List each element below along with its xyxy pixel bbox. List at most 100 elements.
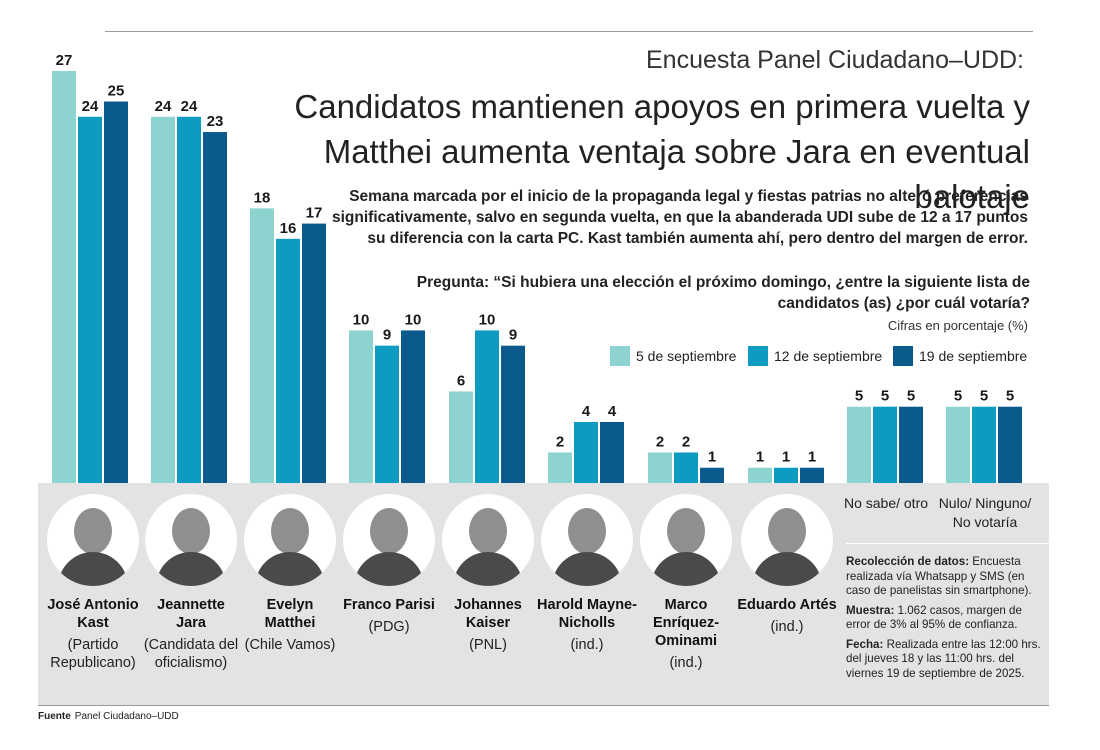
bar-value-label: 27 [56, 52, 73, 69]
candidate-enriquez-ominami: Marco Enríquez-Ominami (ind.) [636, 494, 736, 672]
bar-9-series-2 [873, 406, 897, 483]
bar-value-label: 5 [980, 388, 988, 405]
candidate-party: (ind.) [770, 619, 804, 635]
candidate-party: (ind.) [570, 637, 604, 653]
bar-value-label: 5 [1006, 388, 1014, 405]
bar-9-series-3 [899, 406, 923, 483]
bar-value-label: 24 [181, 98, 198, 115]
bar-value-label: 18 [254, 189, 271, 206]
bar-8-series-3 [800, 467, 824, 483]
other-label-nulo: Nulo/ Ninguno/ No votaría [938, 495, 1032, 530]
source-line: Fuente Panel Ciudadano–UDD [38, 711, 179, 722]
bar-4-series-3 [401, 330, 425, 483]
candidate-matthei: Evelyn Matthei (Chile Vamos) [240, 494, 340, 654]
candidate-photo-icon [244, 494, 336, 586]
note-date: Fecha: Realizada entre las 12:00 hrs. de… [846, 638, 1046, 682]
bar-9-series-1 [847, 406, 871, 483]
candidate-name: José Antonio Kast [47, 597, 139, 631]
candidate-party: (PDG) [368, 619, 410, 635]
bar-1-series-3 [104, 101, 128, 483]
bar-1-series-1 [52, 71, 76, 483]
bar-value-label: 10 [405, 311, 422, 328]
bar-7-series-2 [674, 452, 698, 483]
bar-value-label: 24 [155, 98, 172, 115]
legend-label-series-2: 12 de septiembre [774, 348, 883, 364]
candidate-parisi: Franco Parisi (PDG) [339, 494, 439, 636]
legend-swatch-series-3 [893, 346, 913, 366]
chart-subtitle: Semana marcada por el inicio de la propa… [332, 188, 1028, 247]
bar-value-label: 10 [353, 311, 370, 328]
bar-1-series-2 [78, 116, 102, 483]
bar-value-label: 5 [907, 388, 915, 405]
bar-value-label: 9 [383, 327, 391, 344]
bar-value-label: 1 [782, 449, 790, 466]
note-sample-text: 1.062 casos, margen de error de 3% al 95… [846, 603, 1022, 632]
note-collection-text: Encuesta realizada vía Whatsapp y SMS (e… [846, 555, 1032, 597]
bar-3-series-2 [276, 238, 300, 483]
note-sample: Muestra: 1.062 casos, margen de error de… [846, 604, 1046, 633]
bar-value-label: 5 [881, 388, 889, 405]
units-label: Cifras en porcentaje (%) [887, 318, 1028, 333]
bar-chart: 27 24 18 10 6 2 2 1 5 5 24 24 16 9 10 4 2 1 5 5 25 23 17 10 9 4 1 1… [52, 52, 1022, 483]
other-label-no-sabe: No sabe/ otro [843, 495, 929, 511]
bar-4-series-2 [375, 345, 399, 483]
bar-10-series-1 [946, 406, 970, 483]
bar-value-label: 1 [756, 449, 764, 466]
candidate-name: Marco Enríquez-Ominami [652, 597, 720, 649]
candidate-name: Jeannette Jara [157, 597, 225, 631]
bar-value-label: 25 [108, 83, 125, 100]
bar-value-label: 10 [479, 311, 496, 328]
bar-value-label: 17 [306, 205, 323, 222]
note-date-label: Fecha: [846, 637, 884, 651]
candidate-name: Johannes Kaiser [454, 597, 522, 631]
candidate-name: Eduardo Artés [737, 597, 837, 613]
bar-value-label: 1 [708, 449, 716, 466]
legend-swatch-series-2 [748, 346, 768, 366]
candidate-photo-icon [343, 494, 435, 586]
candidate-jara: Jeannette Jara (Candidata del oficialism… [141, 494, 241, 672]
candidate-name: Evelyn Matthei [264, 597, 316, 631]
bar-4-series-1 [349, 330, 373, 483]
candidate-artes: Eduardo Artés (ind.) [737, 494, 837, 636]
legend-item-series-2: 12 de septiembre [748, 345, 882, 367]
legend-swatch-series-1 [610, 346, 630, 366]
top-rule [105, 31, 1033, 32]
notes-divider [846, 543, 1049, 544]
candidate-photo-icon [541, 494, 633, 586]
source-text: Panel Ciudadano–UDD [74, 711, 179, 722]
bar-value-label: 6 [457, 372, 465, 389]
candidate-party: (PNL) [469, 637, 507, 653]
candidate-kaiser: Johannes Kaiser (PNL) [438, 494, 538, 654]
bar-10-series-3 [998, 406, 1022, 483]
candidate-party: (Partido Republicano) [50, 637, 136, 671]
note-collection: Recolección de datos: Encuesta realizada… [846, 555, 1046, 599]
bar-8-series-2 [774, 467, 798, 483]
bar-6-series-3 [600, 421, 624, 483]
candidate-photo-icon [442, 494, 534, 586]
survey-question: Pregunta: “Si hubiera una elección el pr… [416, 274, 1030, 312]
legend-item-series-3: 19 de septiembre [893, 345, 1027, 367]
bar-6-series-1 [548, 452, 572, 483]
bar-value-label: 23 [207, 113, 224, 130]
note-sample-label: Muestra: [846, 603, 895, 617]
bar-value-label: 16 [280, 220, 297, 237]
candidate-name: Harold Mayne-Nicholls [537, 597, 637, 631]
candidate-photo-icon [145, 494, 237, 586]
bar-3-series-3 [302, 223, 326, 483]
legend-item-series-1: 5 de septiembre [610, 345, 736, 367]
bar-6-series-2 [574, 421, 598, 483]
bar-5-series-1 [449, 391, 473, 483]
note-collection-label: Recolección de datos: [846, 555, 970, 568]
bar-value-label: 5 [855, 388, 863, 405]
bar-value-label: 4 [608, 403, 617, 420]
bottom-rule [38, 705, 1049, 706]
candidate-photo-icon [640, 494, 732, 586]
bar-value-label: 9 [509, 327, 517, 344]
chart-title: Candidatos mantienen apoyos en primera v… [294, 88, 1030, 215]
methodology-notes: Recolección de datos: Encuesta realizada… [846, 555, 1046, 686]
bar-2-series-3 [203, 132, 227, 483]
candidate-mayne-nicholls: Harold Mayne-Nicholls (ind.) [537, 494, 637, 654]
bar-value-label: 24 [82, 98, 99, 115]
candidate-name: Franco Parisi [343, 597, 435, 613]
bar-5-series-3 [501, 345, 525, 483]
